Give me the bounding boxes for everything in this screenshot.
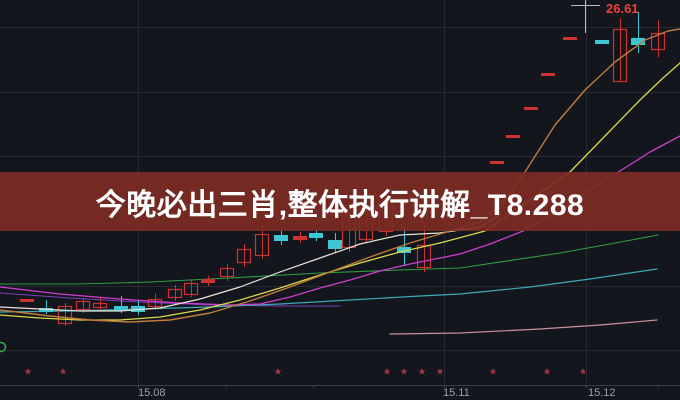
ma-lines-under-layer <box>0 234 659 335</box>
star-marker: ★ <box>24 367 32 377</box>
crosshair <box>571 0 600 33</box>
star-marker: ★ <box>543 367 551 377</box>
ma_ochre-line <box>0 28 680 323</box>
promo-banner-text: 今晚必出三肖,整体执行讲解_T8.288 <box>95 188 585 222</box>
ma-lines-over-layer <box>0 28 680 323</box>
candle-up <box>219 264 235 281</box>
candle-up <box>650 20 666 57</box>
candle-up <box>20 299 34 302</box>
candle-up <box>612 18 628 83</box>
ma_violet-line <box>0 292 341 307</box>
signal-circle <box>0 341 7 353</box>
x-axis-label: 15.11 <box>443 387 470 399</box>
promo-banner[interactable]: 今晚必出三肖,整体执行讲解_T8.288 <box>0 172 680 231</box>
star-marker: ★ <box>418 367 426 377</box>
candle-up <box>506 135 520 138</box>
ma_white-line <box>0 214 501 312</box>
candle-down <box>309 230 323 241</box>
x-axis-label: 15.08 <box>138 387 166 399</box>
ma_yellow-line <box>0 62 680 321</box>
star-marker: ★ <box>579 367 587 377</box>
star-marker: ★ <box>489 367 497 377</box>
candle-up <box>236 244 252 267</box>
candle-up <box>490 161 504 164</box>
star-marker: ★ <box>400 367 408 377</box>
candle-up <box>201 276 215 286</box>
candle-up <box>524 107 538 110</box>
candle-up <box>183 279 199 297</box>
ma_pink-line <box>389 319 658 335</box>
candle-up <box>167 285 183 301</box>
star-marker: ★ <box>383 367 391 377</box>
star-marker: ★ <box>59 367 67 377</box>
candle-down <box>631 12 645 53</box>
candle-down <box>595 40 609 44</box>
candle-down <box>131 300 145 315</box>
high-price-label: 26.61 <box>606 1 639 16</box>
candle-down <box>39 300 53 314</box>
candle-up <box>563 37 577 40</box>
star-marker: ★ <box>436 367 444 377</box>
candle-up <box>293 232 307 243</box>
candle-up <box>57 303 73 326</box>
star-markers-layer: ★ ★ ★ ★ ★ ★ ★ ★ ★ ★ <box>24 367 587 377</box>
x-axis-label: 15.12 <box>588 387 616 399</box>
candle-down <box>328 233 342 253</box>
ma_green-line <box>0 234 659 285</box>
star-marker: ★ <box>274 367 282 377</box>
candle-up <box>92 298 108 311</box>
candle-down <box>274 230 288 245</box>
candle-up <box>541 73 555 76</box>
candles-layer <box>20 12 666 326</box>
